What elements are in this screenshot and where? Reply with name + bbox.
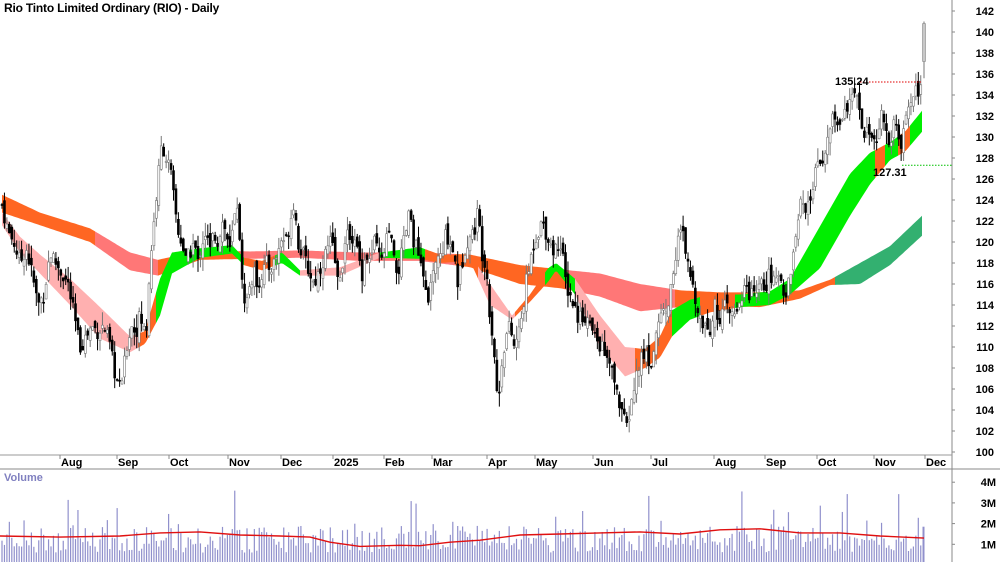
ribbon-segment	[95, 231, 158, 276]
ribbon-segment	[565, 269, 675, 312]
volume-bars	[0, 490, 925, 562]
y-tick-label: 138	[976, 48, 994, 60]
chart-title: Rio Tinto Limited Ordinary (RIO) - Daily	[4, 1, 220, 15]
x-tick-label: Nov	[229, 457, 251, 469]
x-tick-label: Jun	[594, 457, 614, 469]
ribbon-segment	[156, 245, 244, 324]
ribbon-segment	[910, 110, 922, 146]
ribbon-segment	[735, 150, 875, 308]
ribbon-segment	[835, 215, 922, 285]
y-tick-label: 106	[976, 384, 994, 396]
y-tick-label: 136	[976, 69, 994, 81]
x-tick-label: Apr	[488, 457, 508, 469]
ribbon-segment	[545, 263, 575, 295]
y-tick-label: 142	[976, 6, 994, 18]
volume-tick-label: 2M	[981, 519, 996, 531]
y-tick-label: 126	[976, 174, 994, 186]
y-tick-label: 114	[976, 300, 995, 312]
y-tick-label: 116	[976, 279, 994, 291]
candlestick-series	[0, 21, 926, 433]
y-tick-label: 120	[976, 237, 994, 249]
y-tick-label: 140	[976, 27, 994, 39]
ribbon-segment	[672, 297, 700, 337]
volume-panel-title: Volume	[4, 472, 43, 484]
y-tick-label: 102	[976, 426, 994, 438]
x-tick-label: Dec	[282, 457, 302, 469]
y-tick-label: 110	[976, 342, 994, 354]
x-tick-label: Oct	[170, 457, 189, 469]
y-tick-label: 132	[976, 111, 994, 123]
ribbon-segment	[455, 254, 535, 286]
ribbon-segment	[515, 272, 545, 317]
ribbon-segment	[875, 144, 885, 179]
y-tick-label: 100	[976, 447, 994, 459]
ribbon-segment	[138, 292, 156, 348]
x-tick-label: Nov	[875, 457, 897, 469]
x-tick-label: Mar	[433, 457, 453, 469]
x-tick-label: Oct	[818, 457, 837, 469]
x-tick-label: Feb	[385, 457, 405, 469]
volume-tick-label: 4M	[981, 477, 996, 489]
volume-tick-label: 1M	[981, 539, 996, 551]
x-tick-label: Aug	[61, 457, 82, 469]
x-tick-label: Sep	[118, 457, 138, 469]
x-tick-label: Aug	[715, 457, 736, 469]
x-tick-label: Jul	[652, 457, 668, 469]
ribbon-segment	[275, 252, 300, 276]
volume-tick-label: 3M	[981, 498, 996, 510]
x-tick-label: Dec	[926, 457, 946, 469]
y-tick-label: 104	[976, 405, 995, 417]
annotation-label: 127.31	[873, 167, 907, 179]
y-tick-label: 124	[976, 195, 995, 207]
y-tick-label: 112	[976, 321, 994, 333]
y-tick-label: 128	[976, 153, 994, 165]
x-tick-label: May	[536, 457, 558, 469]
x-tick-label: 2025	[334, 457, 358, 469]
x-tick-label: Sep	[766, 457, 786, 469]
y-tick-label: 122	[976, 216, 994, 228]
annotation-label: 135.24	[835, 76, 870, 88]
ribbon-segment	[478, 266, 515, 320]
ribbon-segment	[575, 278, 635, 377]
support-resistance-annotations: 135.24 127.31	[835, 76, 952, 179]
y-tick-label: 108	[976, 363, 994, 375]
ribbon-segment	[2, 194, 95, 246]
y-tick-label: 118	[976, 258, 994, 270]
y-tick-label: 134	[976, 90, 995, 102]
y-tick-label: 130	[976, 132, 994, 144]
